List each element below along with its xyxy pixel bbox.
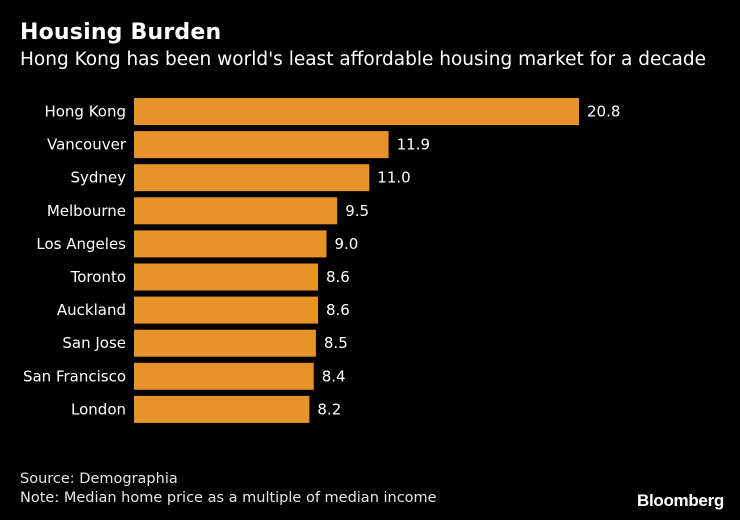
value-label-sydney: 11.0 bbox=[377, 169, 410, 187]
bar-chart: Hong Kong 20.8 Vancouver 11.9 Sydney 11.0 Melb… bbox=[23, 98, 620, 423]
category-label-san-jose: San Jose bbox=[62, 334, 126, 352]
value-label-los-angeles: 9.0 bbox=[335, 235, 359, 253]
value-label-vancouver: 11.9 bbox=[397, 136, 430, 154]
value-label-melbourne: 9.5 bbox=[345, 202, 369, 220]
footnote: Note: Median home price as a multiple of… bbox=[20, 490, 437, 506]
bar-sydney bbox=[134, 164, 370, 192]
category-label-vancouver: Vancouver bbox=[47, 136, 127, 154]
source-note: Source: Demographia bbox=[20, 471, 178, 487]
bar-london bbox=[134, 395, 310, 423]
bar-hong-kong bbox=[134, 98, 579, 125]
bar-san-francisco bbox=[134, 362, 314, 390]
bar-los-angeles bbox=[134, 230, 327, 258]
bar-toronto bbox=[134, 263, 318, 291]
bar-melbourne bbox=[134, 197, 338, 225]
value-label-auckland: 8.6 bbox=[326, 301, 350, 319]
category-label-san-francisco: San Francisco bbox=[23, 367, 126, 385]
bar-san-jose bbox=[134, 329, 316, 357]
bar-vancouver bbox=[134, 131, 389, 159]
category-label-melbourne: Melbourne bbox=[47, 202, 126, 220]
value-label-toronto: 8.6 bbox=[326, 268, 350, 286]
category-label-london: London bbox=[71, 400, 126, 418]
category-label-toronto: Toronto bbox=[70, 268, 126, 286]
value-label-san-jose: 8.5 bbox=[324, 334, 348, 352]
category-label-auckland: Auckland bbox=[57, 301, 126, 319]
bar-auckland bbox=[134, 296, 318, 324]
chart-subtitle: Hong Kong has been world's least afforda… bbox=[20, 49, 706, 70]
category-label-hong-kong: Hong Kong bbox=[44, 103, 126, 121]
bloomberg-logo: Bloomberg bbox=[636, 491, 724, 510]
category-label-los-angeles: Los Angeles bbox=[36, 235, 126, 253]
value-label-san-francisco: 8.4 bbox=[322, 367, 346, 385]
value-label-london: 8.2 bbox=[317, 400, 341, 418]
chart-title: Housing Burden bbox=[20, 20, 222, 45]
category-label-sydney: Sydney bbox=[70, 169, 126, 187]
value-label-hong-kong: 20.8 bbox=[587, 103, 620, 121]
